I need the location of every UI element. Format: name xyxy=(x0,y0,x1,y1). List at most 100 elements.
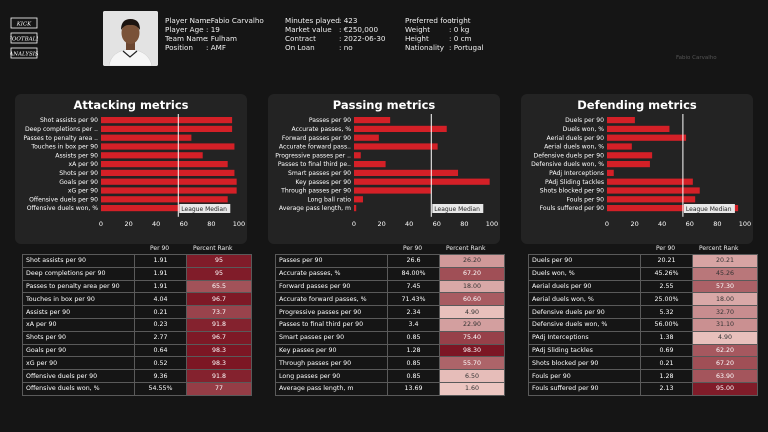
kick-football-analysis-logo: KICK FOOTBALL ANALYSIS xyxy=(10,17,38,59)
bar-label: Shot assists per 90 xyxy=(40,117,98,124)
bar-smart-passes-per-90 xyxy=(354,169,459,176)
metric-name: xA per 90 xyxy=(22,317,135,332)
position-row: Position: AMF xyxy=(165,43,226,52)
bar-long-passes-per-90 xyxy=(354,196,363,203)
bar-label: xA per 90 xyxy=(68,161,98,168)
percent-rank-value: 6.50 xyxy=(439,369,505,383)
x-tick-label: 20 xyxy=(377,220,385,228)
table-row: Fouls suffered per 90 2.13 95.00 xyxy=(528,381,758,396)
bar-label: Assists per 90 xyxy=(55,152,98,159)
table-row: PAdj Sliding tackles 0.69 62.20 xyxy=(528,343,758,358)
table-row: Accurate passes, % 84.00% 67.20 xyxy=(275,266,505,281)
table-row: Goals per 90 0.64 98.3 xyxy=(22,343,252,358)
per90-value: 1.91 xyxy=(134,254,187,268)
per90-value: 7.45 xyxy=(387,279,440,294)
bar-duels-won xyxy=(607,125,670,132)
percent-rank-value: 4.90 xyxy=(439,305,505,319)
metric-name: Key passes per 90 xyxy=(275,343,388,358)
per90-value: 2.34 xyxy=(387,305,440,319)
bar-label: Deep completions per .. xyxy=(25,126,98,133)
bar-shot-assists-per-90 xyxy=(101,117,233,124)
table-row: Through passes per 90 0.85 55.70 xyxy=(275,356,505,371)
x-tick-label: 100 xyxy=(233,220,245,228)
bar-deep-completions-per-90 xyxy=(101,125,233,132)
percent-rank-value: 1.60 xyxy=(439,381,505,396)
per90-value: 3.4 xyxy=(387,317,440,332)
passing-chart-panel: Passing metrics Passes per 90 Accurate pa… xyxy=(268,94,500,244)
on-loan-row: On Loan: no xyxy=(285,43,353,52)
percent-rank-value: 91.8 xyxy=(186,317,252,332)
svg-text:FOOTBALL: FOOTBALL xyxy=(10,37,38,43)
per90-value: 5.32 xyxy=(640,305,693,319)
weight-row: Weight: 0 kg xyxy=(405,25,470,34)
bar-fouls-per-90 xyxy=(607,196,696,203)
table-row: Smart passes per 90 0.85 75.40 xyxy=(275,330,505,345)
per90-value: 20.21 xyxy=(640,254,693,268)
metric-name: Touches in box per 90 xyxy=(22,292,135,307)
percent-rank-value: 95.00 xyxy=(692,381,758,396)
bar-progressive-passes-per-90 xyxy=(354,152,361,159)
bar-padj-sliding-tackles xyxy=(607,178,693,185)
per90-value: 56.00% xyxy=(640,317,693,332)
table-row: Duels per 90 20.21 20.21 xyxy=(528,254,758,268)
per90-header: Per 90 xyxy=(150,245,170,252)
bar-offensive-duels-won xyxy=(101,205,208,212)
metric-name: Offensive duels per 90 xyxy=(22,369,135,383)
percent-rank-value: 67.20 xyxy=(439,266,505,281)
height-row: Height: 0 cm xyxy=(405,34,472,43)
percent-rank-value: 57.30 xyxy=(692,279,758,294)
bar-padj-interceptions xyxy=(607,169,614,176)
metric-name: Average pass length, m xyxy=(275,381,388,396)
metric-name: Goals per 90 xyxy=(22,343,135,358)
contract-row: Contract: 2022-06-30 xyxy=(285,34,386,43)
metric-name: Deep completions per 90 xyxy=(22,266,135,281)
per90-value: 0.85 xyxy=(387,330,440,345)
table-row: Touches in box per 90 4.04 96.7 xyxy=(22,292,252,307)
table-row: Aerial duels won, % 25.00% 18.00 xyxy=(528,292,758,307)
team-name-row: Team Name: Fulham xyxy=(165,34,237,43)
table-row: Passes per 90 26.6 26.20 xyxy=(275,254,505,268)
bar-shots-per-90 xyxy=(101,169,235,176)
bar-label: Aerial duels per 90 xyxy=(547,135,605,142)
per90-header: Per 90 xyxy=(403,245,423,252)
metric-name: Aerial duels won, % xyxy=(528,292,641,307)
table-row: Progressive passes per 90 2.34 4.90 xyxy=(275,305,505,319)
per90-value: 0.21 xyxy=(640,356,693,371)
table-row: Key passes per 90 1.28 98.30 xyxy=(275,343,505,358)
per90-value: 25.00% xyxy=(640,292,693,307)
percent-rank-value: 18.00 xyxy=(692,292,758,307)
metric-name: Progressive passes per 90 xyxy=(275,305,388,319)
bar-label: Fouls suffered per 90 xyxy=(540,205,605,212)
table-row: Passes to penalty area per 90 1.91 65.5 xyxy=(22,279,252,294)
percent-rank-value: 77 xyxy=(186,381,252,396)
metric-name: PAdj Sliding tackles xyxy=(528,343,641,358)
attacking-metrics-table: Per 90 Percent Rank Shot assists per 90 1.… xyxy=(22,244,252,396)
percent-rank-header: Percent Rank xyxy=(193,245,233,252)
percent-rank-value: 95 xyxy=(186,254,252,268)
x-tick-label: 0 xyxy=(99,220,103,228)
table-row: Offensive duels won, % 54.55% 77 xyxy=(22,381,252,396)
metric-name: Shot assists per 90 xyxy=(22,254,135,268)
per90-value: 2.77 xyxy=(134,330,187,345)
percent-rank-value: 96.7 xyxy=(186,330,252,345)
percent-rank-value: 55.70 xyxy=(439,356,505,371)
per90-value: 1.91 xyxy=(134,279,187,294)
percent-rank-value: 22.90 xyxy=(439,317,505,332)
bar-defensive-duels-per-90 xyxy=(607,152,653,159)
per90-value: 0.52 xyxy=(134,356,187,371)
per90-value: 9.36 xyxy=(134,369,187,383)
bar-label: Touches in box per 90 xyxy=(30,144,98,151)
x-tick-label: 60 xyxy=(686,220,694,228)
percent-rank-value: 26.20 xyxy=(439,254,505,268)
league-median-box xyxy=(683,204,735,213)
per90-value: 26.6 xyxy=(387,254,440,268)
table-row: Deep completions per 90 1.91 95 xyxy=(22,266,252,281)
bar-through-passes-per-90 xyxy=(354,187,431,194)
percent-rank-value: 20.21 xyxy=(692,254,758,268)
per90-header: Per 90 xyxy=(656,245,676,252)
bar-passes-per-90 xyxy=(354,117,391,124)
watermark: Fabio Carvalho xyxy=(676,55,717,61)
bar-fouls-suffered-per-90 xyxy=(607,205,739,212)
defending-chart-panel: Defending metrics Duels per 90 Duels won,… xyxy=(521,94,753,244)
x-tick-label: 20 xyxy=(124,220,132,228)
